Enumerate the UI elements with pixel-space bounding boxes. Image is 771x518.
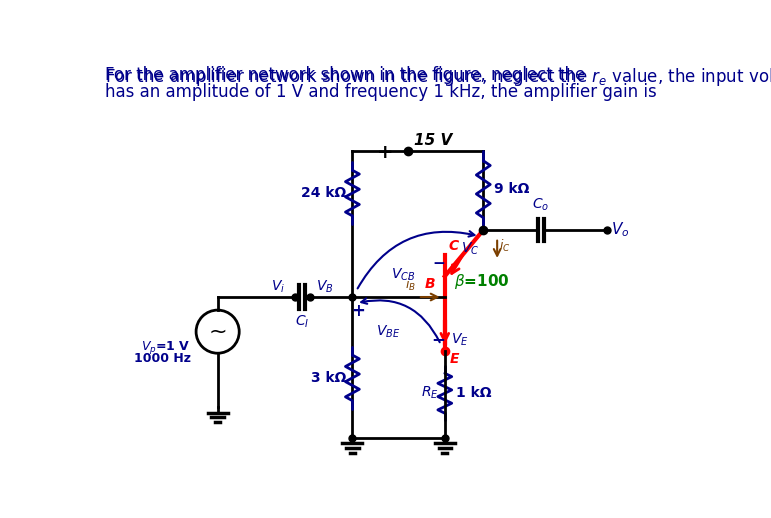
Text: For the amplifier network shown in the figure, neglect the $r_e$ value, the inpu: For the amplifier network shown in the f… [105, 66, 771, 88]
Text: $i_C$: $i_C$ [500, 238, 511, 254]
Text: $V_p$=1 V: $V_p$=1 V [141, 339, 190, 356]
Text: $V_i$: $V_i$ [271, 278, 285, 295]
Text: $V_C$: $V_C$ [461, 241, 480, 257]
Text: ~: ~ [208, 322, 227, 342]
Text: $C_o$: $C_o$ [533, 197, 550, 213]
Text: C: C [449, 239, 459, 253]
Text: −: − [432, 330, 446, 349]
Text: −: − [433, 256, 445, 271]
Text: $V_{BE}$: $V_{BE}$ [375, 323, 400, 340]
Text: 15 V: 15 V [414, 134, 453, 148]
Text: $V_B$: $V_B$ [316, 278, 334, 295]
Text: $i_B$: $i_B$ [405, 277, 416, 293]
Text: +: + [376, 143, 393, 162]
Text: $R_E$: $R_E$ [421, 385, 439, 401]
Text: 1 kΩ: 1 kΩ [456, 386, 491, 400]
Text: $V_o$: $V_o$ [611, 221, 630, 239]
Text: $C_I$: $C_I$ [295, 314, 309, 330]
Text: B: B [425, 277, 436, 291]
Text: has an amplitude of 1 V and frequency 1 kHz, the amplifier gain is: has an amplitude of 1 V and frequency 1 … [105, 83, 657, 101]
Text: 3 kΩ: 3 kΩ [311, 371, 346, 385]
Text: E: E [449, 352, 459, 366]
Text: $\beta$=100: $\beta$=100 [454, 272, 510, 291]
Text: +: + [352, 302, 365, 320]
Text: $V_E$: $V_E$ [451, 332, 469, 348]
Text: $V_{CB}$: $V_{CB}$ [391, 266, 416, 283]
Text: 24 kΩ: 24 kΩ [301, 186, 346, 200]
Text: 9 kΩ: 9 kΩ [494, 182, 530, 196]
Text: 1000 Hz: 1000 Hz [133, 352, 190, 366]
Text: For the amplifier network shown in the figure, neglect the: For the amplifier network shown in the f… [105, 66, 591, 84]
